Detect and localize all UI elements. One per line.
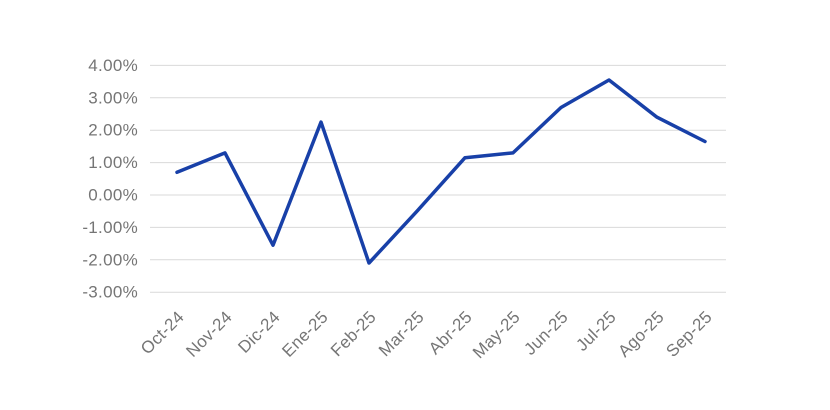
x-axis-tick-label: Abr-25 — [425, 307, 476, 358]
gridlines — [150, 64, 726, 293]
data-series — [175, 78, 707, 265]
y-axis-tick-label: -2.00% — [82, 250, 138, 269]
x-axis-labels: Oct-24Nov-24Dic-24Ene-25Feb-25Mar-25Abr-… — [137, 307, 716, 362]
x-axis-tick-label: May-25 — [469, 307, 524, 362]
x-axis-tick-label: Feb-25 — [327, 307, 380, 360]
x-axis-tick-label: Sep-25 — [662, 307, 715, 360]
x-axis-tick-label: Ene-25 — [278, 307, 331, 360]
x-axis-tick-label: Jul-25 — [572, 307, 619, 354]
y-axis-tick-label: 4.00% — [88, 56, 138, 75]
y-axis-tick-label: 2.00% — [88, 121, 138, 140]
y-axis-tick-label: 3.00% — [88, 88, 138, 107]
x-axis-tick-label: Jun-25 — [520, 307, 571, 358]
y-axis-tick-label: -3.00% — [82, 283, 138, 302]
series-line — [175, 78, 707, 265]
x-axis-tick-label: Oct-24 — [137, 307, 188, 358]
x-axis-tick-label: Nov-24 — [182, 307, 235, 360]
y-axis-tick-label: 0.00% — [88, 186, 138, 205]
x-axis-tick-label: Mar-25 — [375, 307, 428, 360]
y-axis-tick-label: -1.00% — [82, 218, 138, 237]
x-axis-tick-label: Ago-25 — [614, 307, 667, 360]
x-axis-tick-label: Dic-24 — [234, 307, 283, 356]
y-axis-labels: 4.00% 3.00% 2.00% 1.00% 0.00% -1.00% -2.00% -3.… — [82, 56, 138, 302]
y-axis-tick-label: 1.00% — [88, 153, 138, 172]
